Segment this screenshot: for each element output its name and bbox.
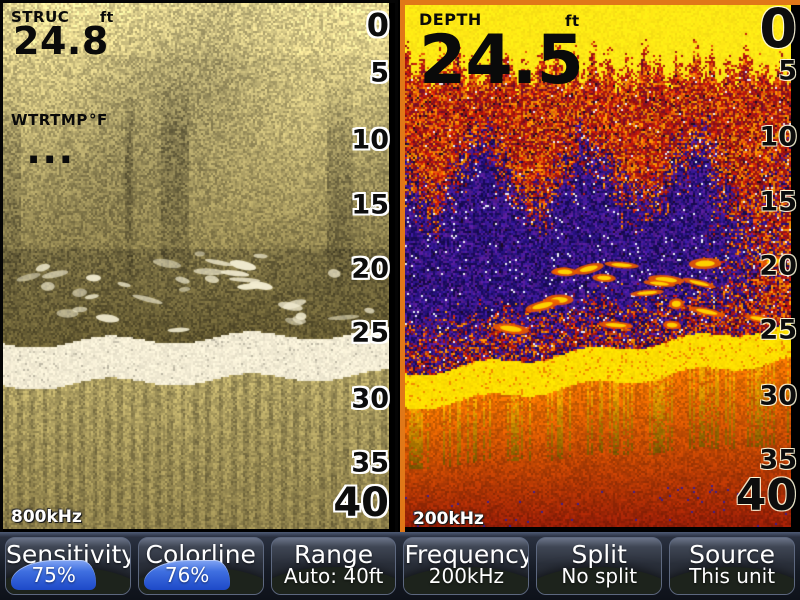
menu-button-frequency[interactable]: Frequency 200kHz [403,537,530,595]
menu-button-value: This unit [689,564,776,588]
menu-button-split[interactable]: Split No split [536,537,663,595]
menu-button-value: 75% [31,563,76,587]
structure-sonar-panel[interactable]: STRUC ft 24.8 WTRTMP °F --- 800kHz 0 5 10 1… [0,0,398,538]
progress-track: 75% [11,560,125,590]
progress-fill: 75% [11,560,97,590]
menu-button-value: Auto: 40ft [283,564,384,588]
menu-button-value: No split [561,564,638,588]
menu-button-range[interactable]: Range Auto: 40ft [270,537,397,595]
softkey-menubar: Sensitivity 75% Colorline 76% Range Auto: 40f… [0,532,800,600]
menu-button-label: Range [293,540,374,569]
menu-button-label: Source [689,540,775,569]
menu-button-value: 200kHz [428,564,505,588]
menu-button-label: Frequency [404,540,530,569]
structure-sonar-image [3,3,389,529]
progress-fill: 76% [143,560,231,590]
menu-button-source[interactable]: Source This unit [669,537,795,595]
menu-button-value: 76% [164,563,210,587]
menu-button-sensitivity[interactable]: Sensitivity 75% [5,537,131,595]
sonar-image [405,5,791,527]
menu-button-label: Split [571,540,627,569]
menu-button-colorline[interactable]: Colorline 76% [137,537,264,595]
primary-sonar-panel[interactable]: DEPTH ft 24.5 200kHz 0 5 10 15 20 25 30 35 40 [400,0,800,542]
progress-track: 76% [143,560,258,590]
